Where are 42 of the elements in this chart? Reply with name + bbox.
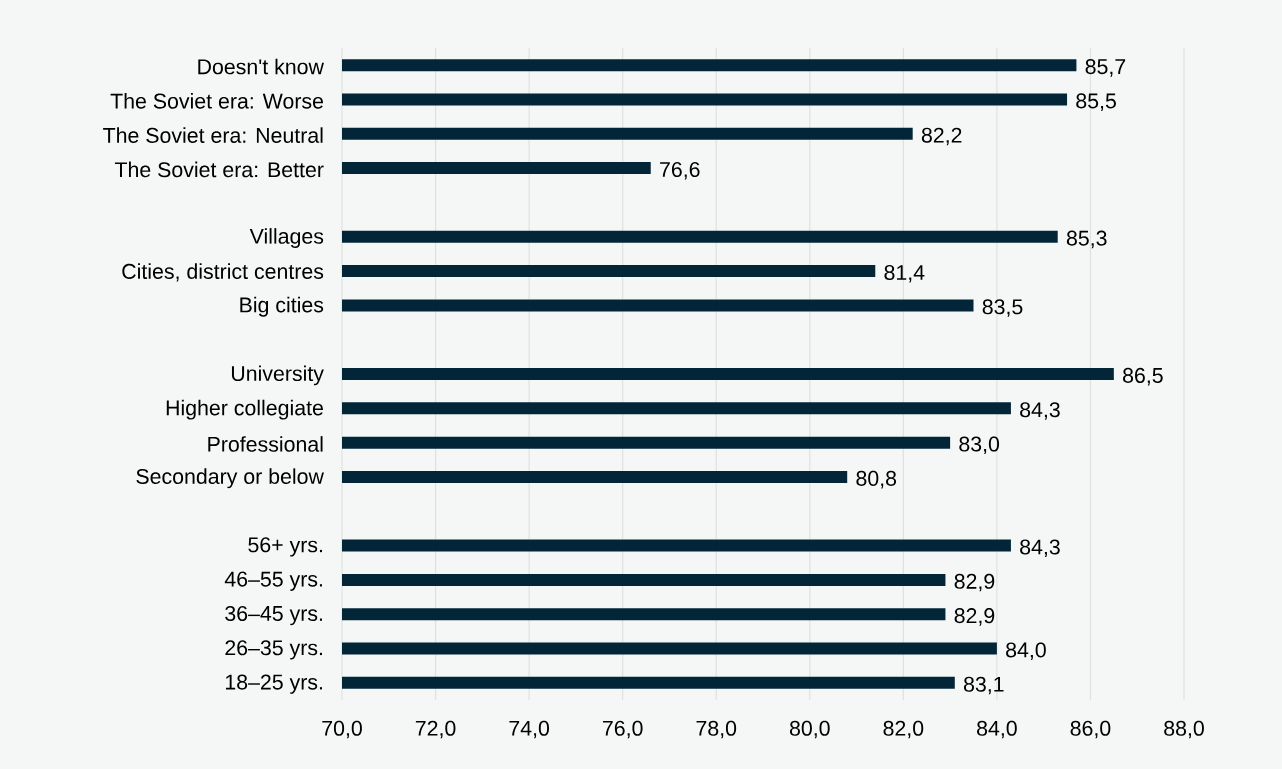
x-tick-label: 84,0	[977, 720, 1017, 739]
data-label: 83,0	[959, 436, 1000, 455]
y-tick-label: 46–55 yrs.	[224, 571, 322, 591]
y-tick-label: Professional	[208, 436, 323, 452]
data-label: 83,1	[963, 676, 1004, 695]
x-tick-label: 72,0	[415, 720, 456, 739]
data-label: 81,4	[884, 264, 925, 283]
x-tick-label: 76,0	[603, 720, 643, 739]
y-tick-label: 56+ yrs.	[248, 537, 322, 557]
data-label: 76,6	[660, 161, 700, 180]
x-tick-label: 70,0	[322, 720, 362, 739]
y-tick-label: Higher collegiate	[166, 399, 323, 420]
y-tick-label: The Soviet era: Worse	[110, 92, 324, 109]
data-label: 82,9	[954, 608, 995, 626]
y-tick-label: University	[231, 365, 324, 386]
data-label: 85,7	[1085, 59, 1126, 77]
x-tick-label: 74,0	[509, 720, 550, 739]
y-tick-label: 36–45 yrs.	[225, 605, 322, 626]
y-tick-label: Big cities	[240, 296, 324, 317]
x-tick-label: 86,0	[1070, 720, 1111, 739]
data-label: 82,9	[954, 573, 995, 592]
y-tick-label: Villages	[249, 228, 324, 249]
data-label: 86,5	[1123, 367, 1163, 386]
y-tick-label: The Soviet era: Neutral	[103, 127, 323, 143]
y-tick-label: Cities, district centres	[122, 263, 324, 282]
x-tick-label: 88,0	[1164, 720, 1204, 739]
data-label: 85,3	[1066, 230, 1107, 249]
data-label: 85,5	[1076, 93, 1116, 111]
y-tick-label: 26–35 yrs.	[225, 640, 322, 660]
data-label: 84,3	[1020, 539, 1060, 558]
y-tick-label: 18–25 yrs.	[225, 674, 322, 694]
data-label: 82,2	[921, 127, 962, 146]
x-tick-label: 80,0	[789, 720, 830, 739]
data-label: 83,5	[982, 299, 1023, 317]
y-tick-label: The Soviet era: Better	[114, 161, 324, 178]
y-tick-label: Secondary or below	[136, 468, 324, 489]
data-label: 84,0	[1006, 642, 1046, 660]
data-label: 80,8	[856, 470, 897, 489]
x-tick-label: 82,0	[883, 720, 924, 739]
y-tick-label: Doesn't know	[198, 58, 324, 75]
x-tick-label: 78,0	[696, 720, 737, 739]
data-label: 84,3	[1020, 402, 1060, 420]
